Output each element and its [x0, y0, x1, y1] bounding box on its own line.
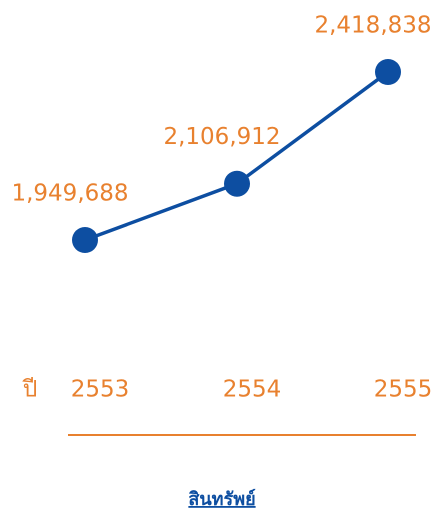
data-label: 2,106,912: [163, 124, 280, 150]
point: [224, 170, 250, 197]
x-axis-label: ปี: [22, 377, 37, 403]
x-tick-label: 2553: [71, 377, 130, 403]
point: [375, 59, 401, 85]
point: [72, 227, 98, 253]
x-tick-label: 2554: [223, 377, 282, 403]
x-tick-label: 2555: [374, 377, 433, 403]
data-label: 1,949,688: [11, 181, 128, 207]
chart-title: สินทรัพย์: [188, 488, 255, 510]
line: [84, 70, 390, 242]
data-label: 2,418,838: [314, 13, 431, 39]
